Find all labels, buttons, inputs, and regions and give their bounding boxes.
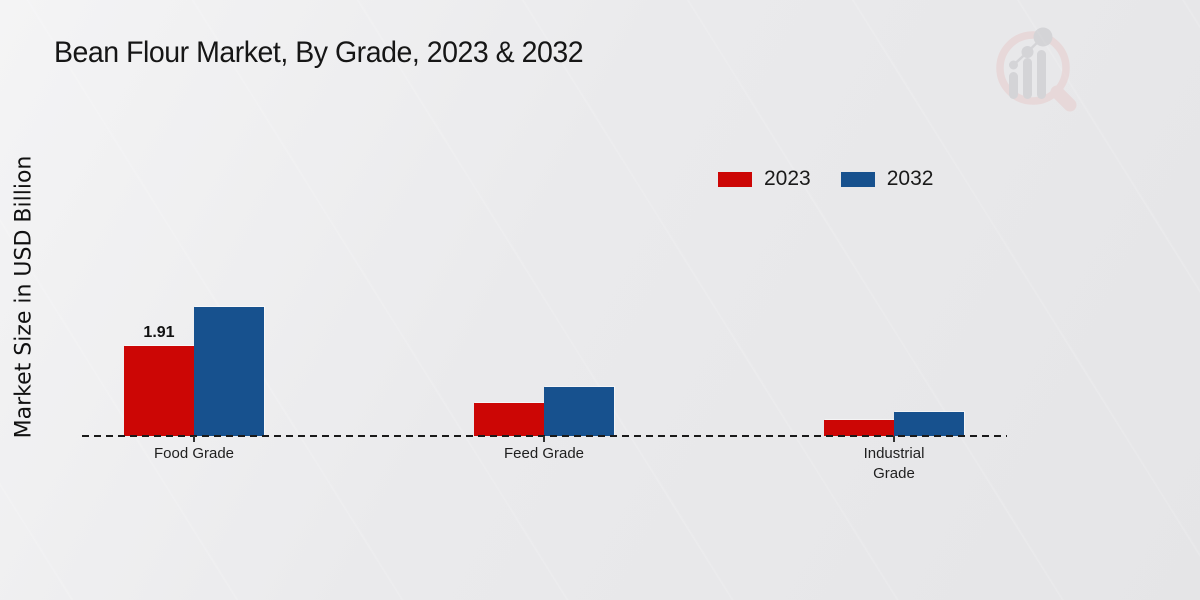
bar-2032-industrial-grade bbox=[894, 412, 964, 436]
legend-swatch-icon bbox=[718, 171, 752, 187]
legend-label: 2023 bbox=[764, 167, 811, 190]
bar-2023-food-grade bbox=[124, 346, 194, 436]
category-label-feed-grade: Feed Grade bbox=[503, 445, 585, 462]
category-label-food-grade: Food Grade bbox=[153, 445, 235, 462]
x-axis-tick bbox=[193, 436, 195, 442]
x-axis-tick bbox=[893, 436, 895, 442]
legend: 2023 2032 bbox=[718, 167, 933, 191]
legend-label: 2032 bbox=[886, 167, 934, 190]
bar-value-label: 1.91 bbox=[143, 324, 175, 341]
bar-2023-industrial-grade bbox=[824, 420, 894, 436]
chart-title: Bean Flour Market, By Grade, 2023 & 2032 bbox=[54, 36, 584, 69]
legend-swatch-icon bbox=[840, 171, 875, 187]
bar-2032-food-grade bbox=[194, 307, 264, 436]
bar-2032-feed-grade bbox=[544, 387, 614, 436]
bar-2023-feed-grade bbox=[474, 403, 544, 436]
magnifier-bar-chart-logo-icon bbox=[996, 27, 1077, 112]
legend-item-2032: 2032 bbox=[840, 167, 934, 191]
legend-item-2023: 2023 bbox=[718, 167, 811, 191]
x-axis-tick bbox=[543, 436, 545, 442]
footer-accent-band bbox=[0, 588, 1200, 600]
category-label-industrial-grade: Industrial Grade bbox=[863, 445, 925, 483]
